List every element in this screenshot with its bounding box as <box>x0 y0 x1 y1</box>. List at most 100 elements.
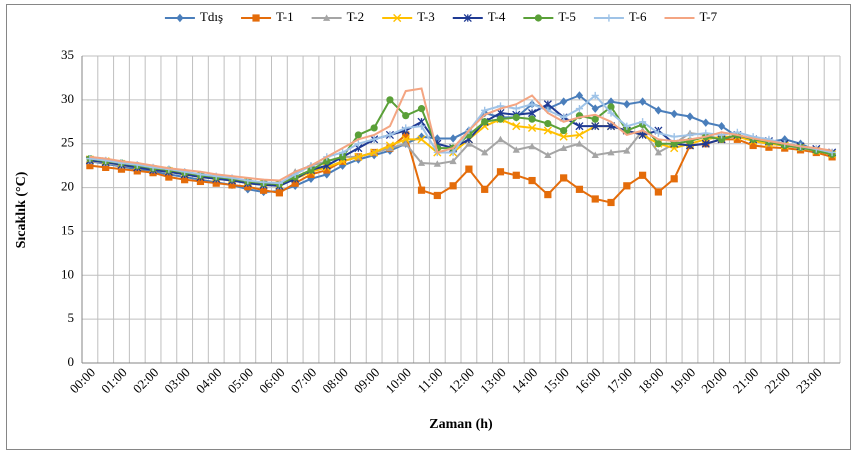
y-tick-label: 35 <box>61 47 74 62</box>
marker <box>543 100 552 109</box>
marker <box>591 104 599 113</box>
y-tick-label: 5 <box>68 310 75 325</box>
marker <box>686 112 694 121</box>
marker <box>560 113 568 121</box>
marker <box>527 123 537 133</box>
marker <box>702 129 710 137</box>
marker <box>560 97 568 106</box>
marker <box>654 140 662 148</box>
marker <box>433 191 441 200</box>
marker <box>481 148 489 156</box>
marker <box>591 151 599 158</box>
legend-label: T-6 <box>629 9 647 24</box>
marker <box>591 122 600 131</box>
marker <box>402 112 410 120</box>
marker <box>528 142 536 150</box>
legend: Tdış T-1 T-2 T-3 T-4 T-5 T-6 T-7 <box>164 9 718 24</box>
marker <box>670 140 678 148</box>
marker <box>386 144 394 151</box>
series <box>89 87 833 182</box>
marker <box>623 100 631 109</box>
y-axis-label: Sıcaklık (°C) <box>14 171 29 248</box>
marker <box>449 134 457 143</box>
marker <box>575 140 584 147</box>
marker <box>512 122 521 131</box>
marker <box>102 163 110 171</box>
marker <box>639 97 647 106</box>
marker <box>417 122 426 130</box>
marker <box>354 140 362 148</box>
line <box>89 87 833 182</box>
marker <box>386 131 394 139</box>
marker <box>512 146 520 153</box>
marker <box>543 126 552 135</box>
marker <box>417 135 426 144</box>
marker <box>481 106 489 114</box>
y-tick-label: 0 <box>68 354 75 369</box>
marker <box>607 148 615 156</box>
marker <box>639 171 647 179</box>
marker <box>654 129 662 137</box>
marker <box>575 122 584 131</box>
marker <box>623 182 631 190</box>
y-tick-label: 15 <box>61 222 74 237</box>
marker <box>402 131 410 139</box>
legend-label: T-5 <box>558 9 576 24</box>
marker <box>370 148 379 157</box>
marker <box>481 185 489 193</box>
marker <box>275 189 283 197</box>
marker <box>534 14 542 22</box>
marker <box>670 175 678 183</box>
marker <box>607 109 615 117</box>
legend-label: Tdış <box>200 9 223 24</box>
marker <box>528 100 536 108</box>
marker <box>701 139 710 148</box>
marker <box>323 166 331 174</box>
marker <box>86 162 94 170</box>
marker <box>544 151 552 158</box>
marker <box>512 113 520 121</box>
marker <box>181 176 189 184</box>
marker <box>252 14 260 22</box>
marker <box>433 160 441 167</box>
marker <box>402 140 410 147</box>
legend-label: T-3 <box>417 9 435 24</box>
legend-label: T-7 <box>700 9 718 24</box>
marker <box>417 186 426 194</box>
marker <box>465 165 473 173</box>
marker <box>544 119 552 128</box>
marker <box>623 122 631 130</box>
marker <box>338 148 347 157</box>
marker <box>749 141 757 150</box>
marker <box>481 118 489 126</box>
marker <box>717 121 726 131</box>
marker <box>401 135 410 144</box>
marker <box>354 152 363 161</box>
legend-label: T-2 <box>347 9 365 24</box>
marker <box>393 13 402 23</box>
marker <box>528 108 537 118</box>
marker <box>528 176 536 185</box>
marker <box>260 186 268 194</box>
marker <box>323 14 331 21</box>
marker <box>496 115 505 123</box>
marker <box>386 96 394 104</box>
y-tick-label: 25 <box>61 135 74 150</box>
marker <box>176 13 184 23</box>
marker <box>354 131 362 139</box>
marker <box>385 141 395 150</box>
marker <box>196 177 205 186</box>
marker <box>654 188 662 196</box>
marker <box>496 168 505 176</box>
marker <box>544 190 552 199</box>
x-axis-label: Zaman (h) <box>429 417 493 432</box>
marker <box>607 103 615 111</box>
y-tick-label: 10 <box>61 266 74 281</box>
marker <box>605 14 613 22</box>
marker <box>307 170 315 179</box>
marker <box>417 105 426 113</box>
marker <box>465 140 473 147</box>
marker <box>463 13 472 23</box>
marker <box>607 97 615 106</box>
